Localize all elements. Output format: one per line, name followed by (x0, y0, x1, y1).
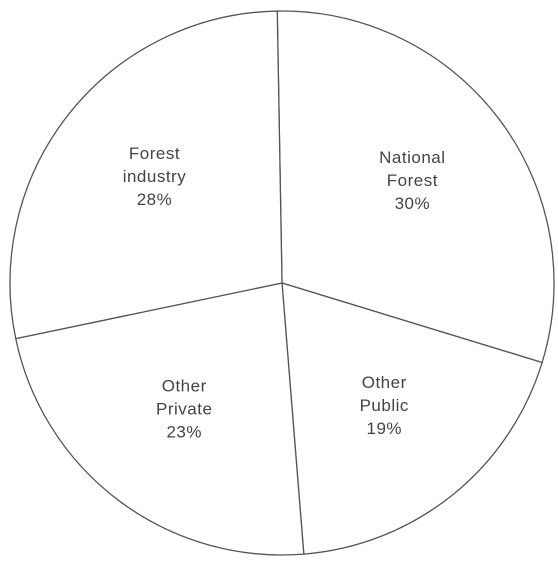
value-label: 30% (395, 194, 431, 213)
pie-slice (276, 10, 555, 364)
value-label: 23% (166, 423, 202, 442)
slice-label: Other Private (156, 377, 212, 419)
pie-slice (14, 282, 305, 556)
pie-slice (281, 282, 543, 555)
slice-label: Other Public (360, 373, 409, 415)
slice-label: Forest industry (123, 144, 187, 186)
value-label: 28% (137, 190, 173, 209)
slice-label: National Forest (379, 148, 445, 190)
pie-slice (9, 10, 283, 340)
value-label: 19% (366, 419, 402, 438)
